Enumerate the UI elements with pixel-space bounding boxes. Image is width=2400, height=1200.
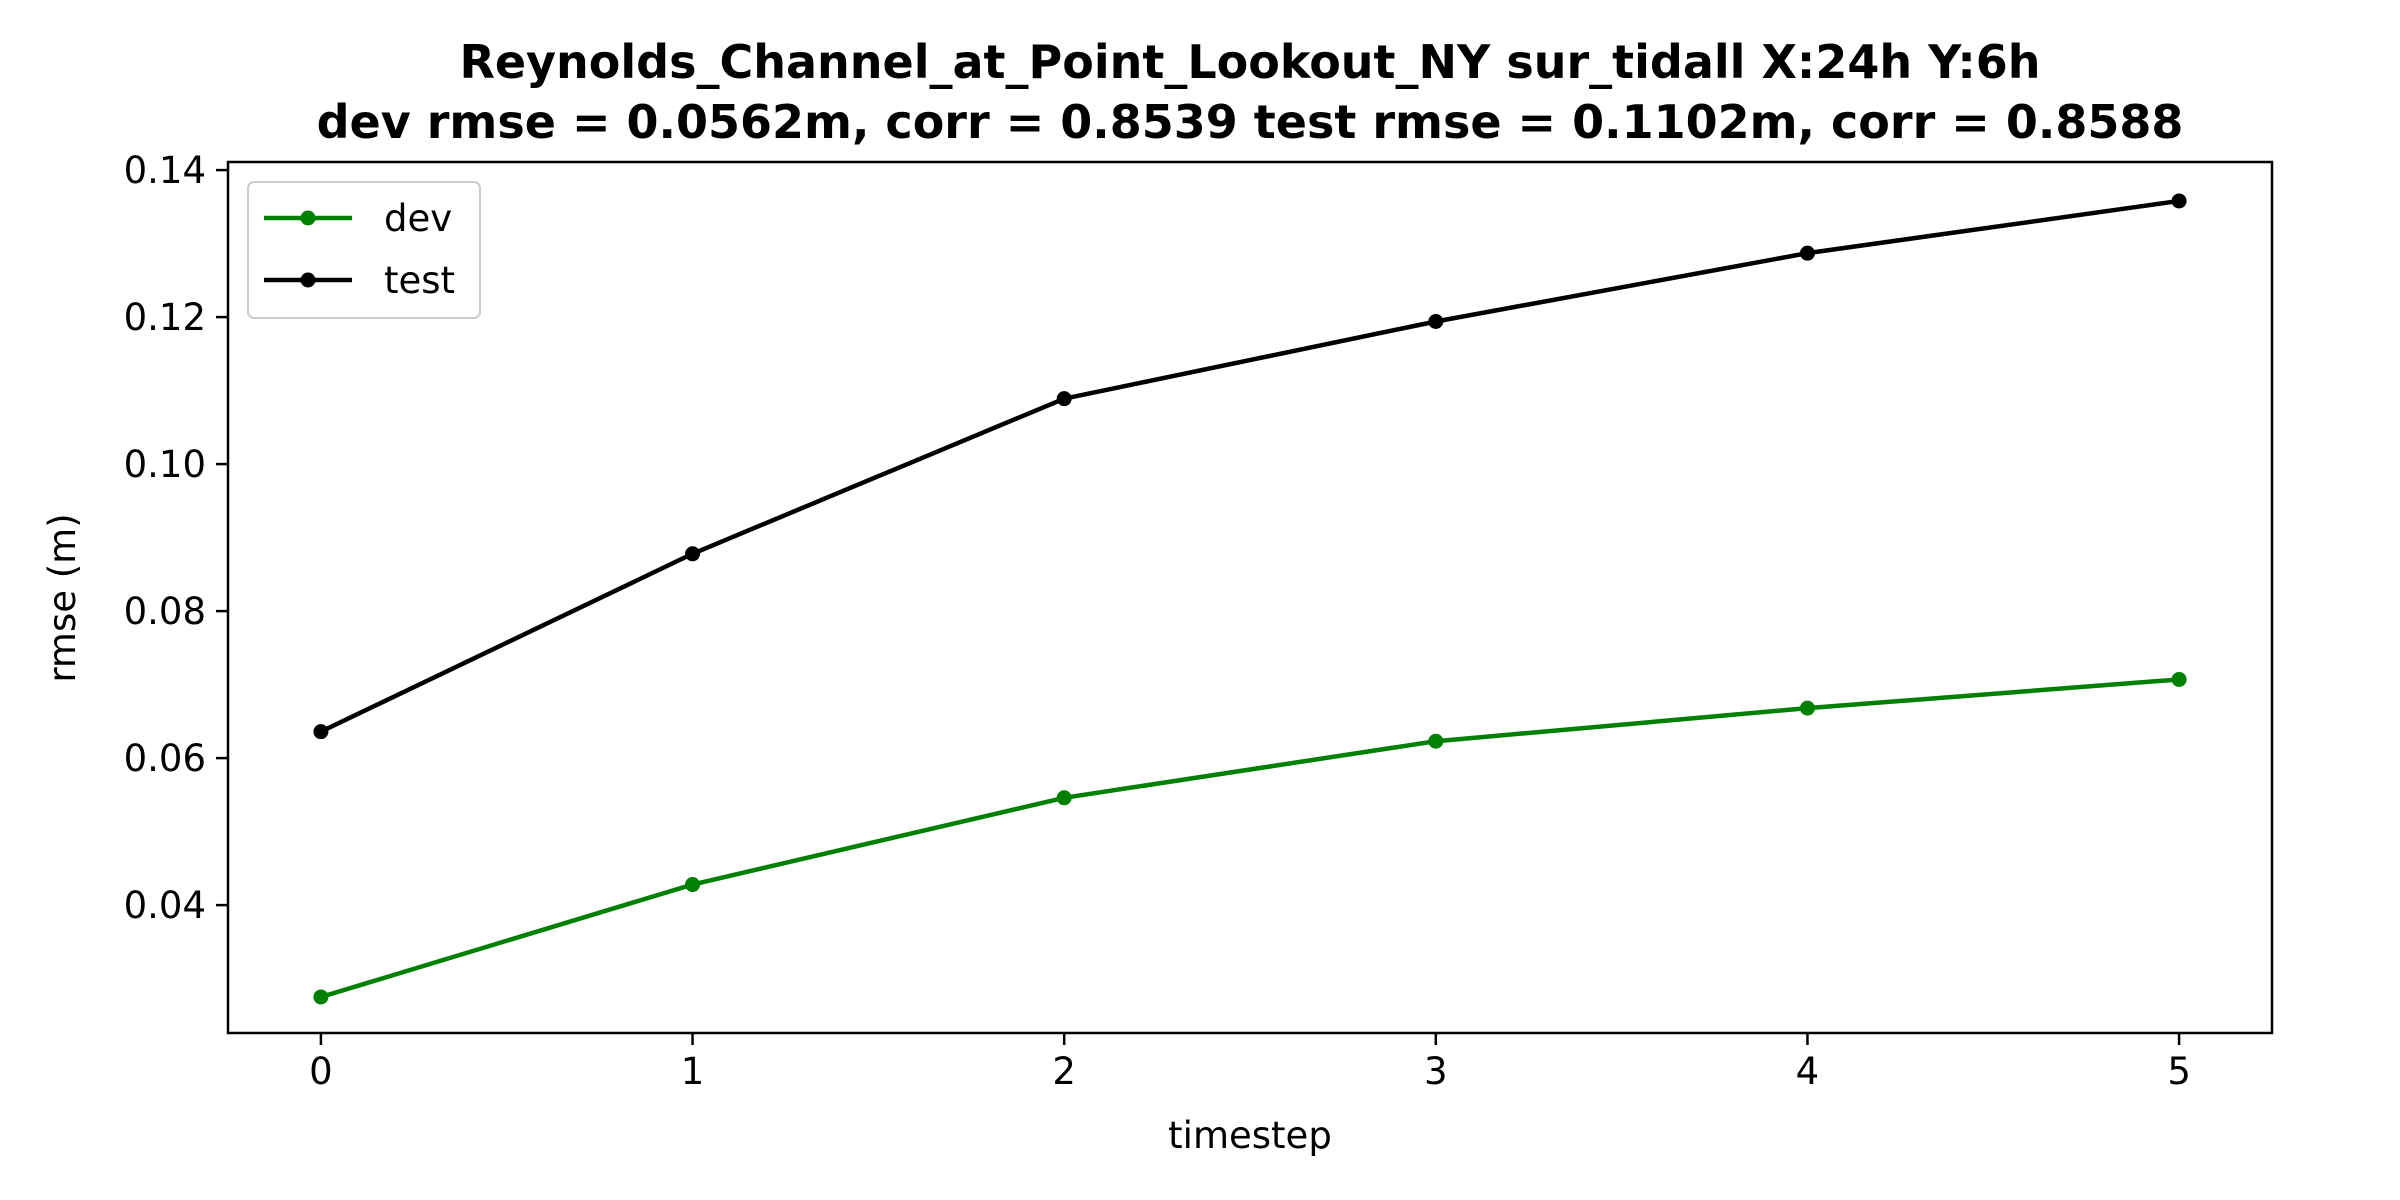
plot-frame bbox=[226, 160, 2274, 1035]
x-tick-label: 1 bbox=[681, 1050, 705, 1093]
legend-marker-dev bbox=[300, 210, 316, 226]
legend-label-dev: dev bbox=[384, 197, 452, 240]
legend-label-test: test bbox=[384, 259, 455, 302]
y-axis-label: rmse (m) bbox=[41, 513, 84, 682]
data-point-test bbox=[2171, 193, 2187, 209]
y-axis: 0.04 0.06 0.08 0.10 0.12 0.14 bbox=[124, 149, 228, 927]
data-point-test bbox=[1056, 391, 1072, 407]
data-point-test bbox=[685, 546, 701, 562]
data-point-dev bbox=[1056, 790, 1072, 806]
data-point-test bbox=[313, 724, 329, 740]
plot-area bbox=[313, 193, 2187, 1005]
x-tick-label: 4 bbox=[1796, 1050, 1820, 1093]
data-point-dev bbox=[2171, 671, 2187, 687]
y-tick-label: 0.12 bbox=[124, 296, 206, 339]
chart-subtitle: dev rmse = 0.0562m, corr = 0.8539 test r… bbox=[317, 95, 2184, 149]
x-tick-label: 3 bbox=[1424, 1050, 1448, 1093]
data-point-dev bbox=[1428, 733, 1444, 749]
y-tick-label: 0.14 bbox=[124, 149, 206, 192]
data-point-dev bbox=[1799, 700, 1815, 716]
x-axis-label: timestep bbox=[1168, 1114, 1332, 1157]
y-tick-label: 0.08 bbox=[124, 590, 206, 633]
series-line-test bbox=[319, 198, 2180, 734]
y-tick-label: 0.10 bbox=[124, 443, 206, 486]
data-point-dev bbox=[685, 877, 701, 893]
chart-title: Reynolds_Channel_at_Point_Lookout_NY sur… bbox=[459, 35, 2040, 89]
x-axis: 0 1 2 3 4 5 bbox=[309, 1033, 2191, 1093]
data-point-test bbox=[1428, 313, 1444, 329]
legend: dev test bbox=[247, 181, 481, 319]
data-point-dev bbox=[313, 989, 329, 1005]
y-tick-label: 0.04 bbox=[124, 884, 206, 927]
x-tick-label: 5 bbox=[2167, 1050, 2191, 1093]
data-point-test bbox=[1799, 245, 1815, 261]
x-tick-label: 2 bbox=[1052, 1050, 1076, 1093]
series-line-dev bbox=[320, 677, 2180, 1000]
y-tick-label: 0.06 bbox=[124, 737, 206, 780]
x-tick-label: 0 bbox=[309, 1050, 333, 1093]
legend-marker-test bbox=[300, 272, 316, 288]
